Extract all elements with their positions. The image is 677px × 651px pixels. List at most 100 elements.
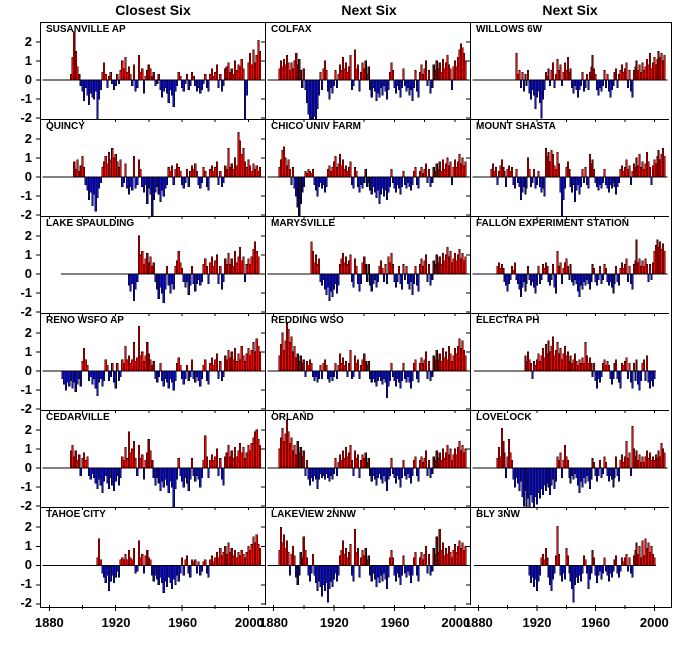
- axis-ticks: [466, 332, 655, 413]
- station-label: QUINCY: [46, 121, 85, 132]
- x-tick-label: 1880: [259, 615, 289, 630]
- y-tick-label: -2: [20, 207, 32, 223]
- y-tick-label: 1: [24, 150, 32, 166]
- panel-quincy: QUINCY: [36, 120, 266, 219]
- x-tick-label: 2000: [441, 615, 471, 630]
- panel-chico-univ-farm: CHICO UNIV FARM: [261, 120, 471, 219]
- panel-colfax: COLFAX: [261, 23, 471, 122]
- y-tick-label: -2: [20, 401, 32, 417]
- panel-orland: ORLAND: [261, 411, 471, 510]
- y-tick-label: 1: [24, 247, 32, 263]
- axis-ticks: [261, 138, 456, 219]
- anomaly-chart: [36, 326, 264, 413]
- x-tick-label: 2000: [639, 615, 669, 630]
- y-tick-label: -1: [20, 285, 32, 301]
- axis-ticks: [36, 138, 249, 219]
- station-label: LAKEVIEW 2NNW: [271, 509, 356, 520]
- column-header-1: Closest Six: [115, 2, 191, 18]
- bars-layer: [524, 336, 656, 391]
- x-tick-label: 1960: [168, 615, 198, 630]
- bars-layer: [73, 132, 262, 217]
- y-tick-label: 0: [24, 266, 32, 282]
- bars-layer: [69, 429, 262, 508]
- y-tick-label: 0: [24, 460, 32, 476]
- panel-grid: SUSANVILLE AP COLFAX WILLOWS 6W QUINCY CHICO…: [36, 22, 672, 611]
- station-label: BLY 3NW: [476, 509, 520, 520]
- anomaly-chart: [36, 31, 264, 122]
- anomaly-chart: [261, 526, 469, 611]
- bars-layer: [515, 51, 666, 119]
- axis-ticks: [466, 526, 655, 611]
- anomaly-chart: [261, 323, 469, 413]
- axis-ticks: [466, 138, 655, 219]
- station-label: MARYSVILLE: [271, 218, 336, 229]
- y-tick-label: 1: [24, 538, 32, 554]
- bars-layer: [496, 425, 666, 508]
- y-tick-label: -2: [20, 498, 32, 514]
- axis-ticks: [36, 526, 249, 611]
- y-tick-label: 0: [24, 169, 32, 185]
- y-tick-label: -2: [20, 110, 32, 126]
- axis-ticks: [261, 429, 456, 510]
- bars-layer: [528, 525, 656, 603]
- axis-ticks: [36, 429, 249, 510]
- bars-layer: [278, 43, 467, 120]
- axis-ticks: [261, 332, 456, 413]
- y-tick-label: 2: [24, 228, 32, 243]
- panel-reno-wsfo-ap: RENO WSFO AP: [36, 314, 266, 413]
- anomaly-chart: [36, 526, 264, 611]
- panel-lakeview-2nnw: LAKEVIEW 2NNW: [261, 508, 471, 611]
- bars-layer: [278, 420, 467, 492]
- station-label: REDDING WSO: [271, 315, 344, 326]
- panel-mount-shasta: MOUNT SHASTA: [466, 120, 669, 219]
- anomaly-chart: [36, 429, 264, 510]
- station-label: MOUNT SHASTA: [476, 121, 556, 132]
- station-label: ELECTRA PH: [476, 315, 540, 326]
- axis-ticks: [466, 41, 655, 122]
- bars-layer: [278, 146, 467, 217]
- y-tick-label: -2: [20, 595, 32, 611]
- x-tick-label: 1920: [319, 615, 349, 630]
- station-label: CEDARVILLE: [46, 412, 110, 423]
- bars-layer: [496, 239, 666, 298]
- axis-ticks: [261, 526, 456, 611]
- station-label: LAKE SPAULDING: [46, 218, 135, 229]
- station-label: COLFAX: [271, 24, 312, 35]
- anomaly-chart: [466, 41, 668, 122]
- bars-layer: [96, 534, 262, 593]
- anomaly-chart: [36, 132, 264, 219]
- y-tick-label: -1: [20, 91, 32, 107]
- anomaly-chart: [261, 41, 469, 122]
- station-label: CHICO UNIV FARM: [271, 121, 361, 132]
- x-tick-label: 1920: [101, 615, 131, 630]
- anomaly-chart: [261, 235, 469, 316]
- y-tick-label: -1: [20, 576, 32, 592]
- x-tick-label: 1960: [380, 615, 410, 630]
- panel-willows-6w: WILLOWS 6W: [466, 23, 669, 122]
- y-tick-label: 0: [24, 557, 32, 573]
- anomaly-chart: [466, 235, 668, 316]
- anomaly-chart: [261, 138, 469, 219]
- panel-electra-ph: ELECTRA PH: [466, 314, 669, 413]
- y-tick-label: 2: [24, 131, 32, 146]
- panel-fallon-experiment-station: FALLON EXPERIMENT STATION: [466, 217, 669, 316]
- column-header-3: Next Six: [542, 2, 598, 18]
- y-tick-label: 1: [24, 441, 32, 457]
- bars-layer: [61, 326, 262, 397]
- panel-susanville-ap: SUSANVILLE AP: [36, 23, 266, 122]
- panel-lovelock: LOVELOCK: [466, 411, 669, 510]
- y-tick-label: 2: [24, 34, 32, 49]
- x-tick-label: 1880: [34, 615, 64, 630]
- anomaly-chart: [466, 138, 668, 219]
- x-tick-label: 1960: [581, 615, 611, 630]
- anomaly-chart: [466, 332, 656, 413]
- axis-ticks: [36, 41, 249, 122]
- y-tick-label: -1: [20, 188, 32, 204]
- panel-marysville: MARYSVILLE: [261, 217, 471, 316]
- y-tick-label: -1: [20, 479, 32, 495]
- y-tick-label: 2: [24, 325, 32, 340]
- bars-layer: [69, 31, 262, 120]
- y-tick-label: -2: [20, 304, 32, 320]
- y-tick-label: 0: [24, 363, 32, 379]
- bars-layer: [127, 235, 260, 303]
